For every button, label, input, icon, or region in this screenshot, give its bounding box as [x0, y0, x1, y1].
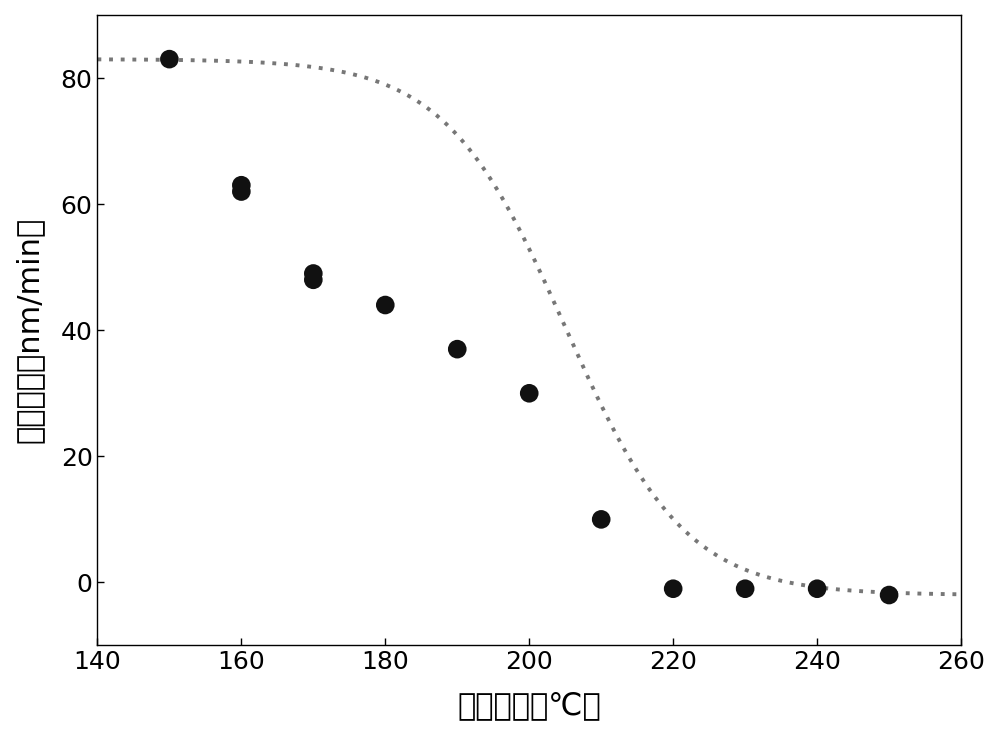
Point	[521, 387, 537, 399]
Point	[377, 299, 393, 311]
Point	[305, 274, 321, 286]
Y-axis label: 溶解速率（nm/min）: 溶解速率（nm/min）	[15, 217, 44, 443]
Point	[809, 583, 825, 595]
Point	[305, 268, 321, 279]
Point	[593, 514, 609, 526]
Point	[881, 589, 897, 601]
X-axis label: 固化温度（℃）: 固化温度（℃）	[457, 691, 601, 720]
Point	[737, 583, 753, 595]
Point	[449, 343, 465, 355]
Point	[161, 53, 177, 65]
Point	[665, 583, 681, 595]
Point	[233, 179, 249, 191]
Point	[233, 186, 249, 198]
